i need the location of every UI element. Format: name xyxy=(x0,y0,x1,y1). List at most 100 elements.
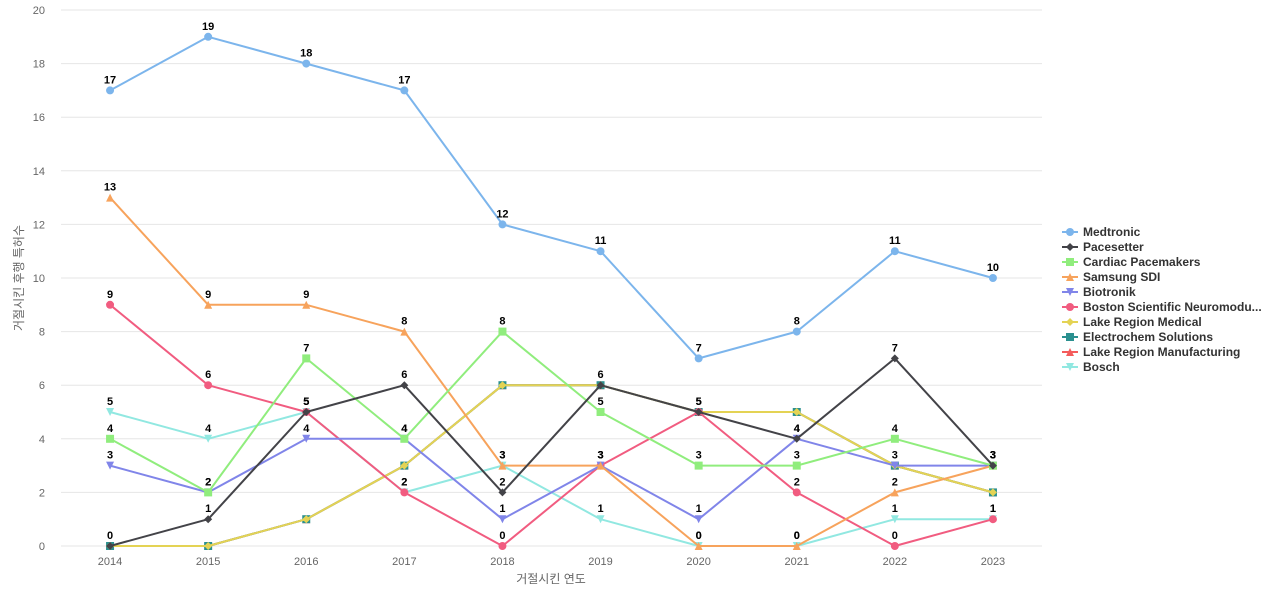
data-label: 8 xyxy=(499,316,505,328)
data-point-medtronic[interactable] xyxy=(400,86,409,95)
data-label: 0 xyxy=(696,530,702,542)
legend-item[interactable]: Boston Scientific Neuromodu... xyxy=(1062,299,1274,314)
legend-item[interactable]: Lake Region Medical xyxy=(1062,314,1274,329)
data-point-medtronic[interactable] xyxy=(106,86,115,95)
data-point-lake-region-medical[interactable] xyxy=(302,515,311,524)
legend-marker[interactable] xyxy=(1066,302,1074,311)
data-point-samsung-sdi[interactable] xyxy=(498,461,507,470)
legend-label: Biotronik xyxy=(1083,284,1136,299)
data-point-medtronic[interactable] xyxy=(498,220,507,229)
data-point-samsung-sdi[interactable] xyxy=(596,461,605,470)
data-point-boston-scientific-neuromodu[interactable] xyxy=(400,488,409,497)
data-point-lake-region-medical[interactable] xyxy=(204,542,213,550)
legend-marker[interactable] xyxy=(1066,242,1074,251)
data-point-medtronic[interactable] xyxy=(694,354,703,363)
data-point-biotronik[interactable] xyxy=(694,515,703,524)
data-point-medtronic[interactable] xyxy=(302,59,311,68)
legend-marker[interactable] xyxy=(1066,347,1074,356)
legend-item[interactable]: Lake Region Manufacturing xyxy=(1062,344,1274,359)
data-point-pacesetter[interactable] xyxy=(792,434,801,443)
data-point-samsung-sdi[interactable] xyxy=(302,300,311,309)
legend-label: Electrochem Solutions xyxy=(1083,329,1214,344)
data-label: 3 xyxy=(794,450,800,462)
data-point-cardiac-pacemakers[interactable] xyxy=(302,354,311,363)
data-point-samsung-sdi[interactable] xyxy=(792,542,801,550)
data-point-cardiac-pacemakers[interactable] xyxy=(596,408,605,416)
data-point-cardiac-pacemakers[interactable] xyxy=(106,434,115,443)
data-point-boston-scientific-neuromodu[interactable] xyxy=(498,542,507,550)
data-point-pacesetter[interactable] xyxy=(890,354,899,363)
legend-item[interactable]: Medtronic xyxy=(1062,224,1274,239)
data-point-bosch[interactable] xyxy=(204,434,213,443)
series-line-biotronik xyxy=(109,437,993,521)
data-label: 0 xyxy=(794,530,800,542)
legend-swatch-icon xyxy=(1062,227,1078,236)
data-point-pacesetter[interactable] xyxy=(498,488,507,497)
data-point-cardiac-pacemakers[interactable] xyxy=(890,434,899,443)
data-point-biotronik[interactable] xyxy=(106,461,115,470)
data-point-medtronic[interactable] xyxy=(792,327,801,336)
legend-marker[interactable] xyxy=(1066,257,1074,266)
data-label: 3 xyxy=(990,450,996,462)
legend-marker[interactable] xyxy=(1066,362,1074,371)
data-point-medtronic[interactable] xyxy=(890,247,899,256)
legend-item[interactable]: Biotronik xyxy=(1062,284,1274,299)
data-point-pacesetter[interactable] xyxy=(204,515,213,524)
data-point-cardiac-pacemakers[interactable] xyxy=(400,434,409,443)
data-point-pacesetter[interactable] xyxy=(400,381,409,390)
data-point-biotronik[interactable] xyxy=(498,515,507,524)
data-point-samsung-sdi[interactable] xyxy=(890,488,899,497)
data-label: 3 xyxy=(696,450,702,462)
data-point-pacesetter[interactable] xyxy=(596,381,605,390)
data-point-boston-scientific-neuromodu[interactable] xyxy=(988,515,997,524)
data-label: 4 xyxy=(401,423,408,435)
data-point-lake-region-medical[interactable] xyxy=(988,488,997,497)
data-point-bosch[interactable] xyxy=(890,515,899,524)
data-point-pacesetter[interactable] xyxy=(302,408,311,416)
legend-marker[interactable] xyxy=(1066,332,1074,341)
data-label: 12 xyxy=(496,208,508,220)
data-point-cardiac-pacemakers[interactable] xyxy=(204,488,213,497)
data-point-medtronic[interactable] xyxy=(596,247,605,256)
data-point-boston-scientific-neuromodu[interactable] xyxy=(106,300,115,309)
data-point-medtronic[interactable] xyxy=(988,274,997,282)
data-point-pacesetter[interactable] xyxy=(988,461,997,470)
legend-marker[interactable] xyxy=(1066,287,1074,296)
data-point-biotronik[interactable] xyxy=(302,434,311,443)
data-point-boston-scientific-neuromodu[interactable] xyxy=(204,381,213,390)
data-point-boston-scientific-neuromodu[interactable] xyxy=(890,542,899,550)
legend-item[interactable]: Cardiac Pacemakers xyxy=(1062,254,1274,269)
data-label: 10 xyxy=(987,262,999,274)
data-point-cardiac-pacemakers[interactable] xyxy=(792,461,801,470)
data-point-medtronic[interactable] xyxy=(204,32,213,41)
legend-item[interactable]: Bosch xyxy=(1062,359,1274,374)
data-label: 0 xyxy=(892,530,898,542)
legend-item[interactable]: Samsung SDI xyxy=(1062,269,1274,284)
x-tick-label: 2018 xyxy=(490,556,514,568)
data-point-cardiac-pacemakers[interactable] xyxy=(498,327,507,336)
data-point-samsung-sdi[interactable] xyxy=(106,193,115,202)
data-point-lake-region-medical[interactable] xyxy=(400,461,409,470)
data-point-cardiac-pacemakers[interactable] xyxy=(694,461,703,470)
data-point-lake-region-medical[interactable] xyxy=(498,381,507,390)
data-label: 11 xyxy=(595,235,607,247)
data-point-lake-region-medical[interactable] xyxy=(792,408,801,416)
legend-label: Medtronic xyxy=(1083,224,1141,239)
data-point-pacesetter[interactable] xyxy=(694,408,703,416)
data-point-samsung-sdi[interactable] xyxy=(204,300,213,309)
data-point-pacesetter[interactable] xyxy=(106,542,115,550)
legend-marker[interactable] xyxy=(1066,227,1074,236)
data-point-biotronik[interactable] xyxy=(890,461,899,470)
legend-item[interactable]: Pacesetter xyxy=(1062,239,1274,254)
data-point-samsung-sdi[interactable] xyxy=(694,542,703,550)
data-label: 3 xyxy=(597,450,603,462)
x-tick-label: 2017 xyxy=(392,556,416,568)
legend-marker[interactable] xyxy=(1066,317,1074,326)
data-point-bosch[interactable] xyxy=(106,408,115,416)
legend-marker[interactable] xyxy=(1066,272,1074,281)
legend-item[interactable]: Electrochem Solutions xyxy=(1062,329,1274,344)
data-point-boston-scientific-neuromodu[interactable] xyxy=(792,488,801,497)
data-point-bosch[interactable] xyxy=(596,515,605,524)
data-point-samsung-sdi[interactable] xyxy=(400,327,409,336)
